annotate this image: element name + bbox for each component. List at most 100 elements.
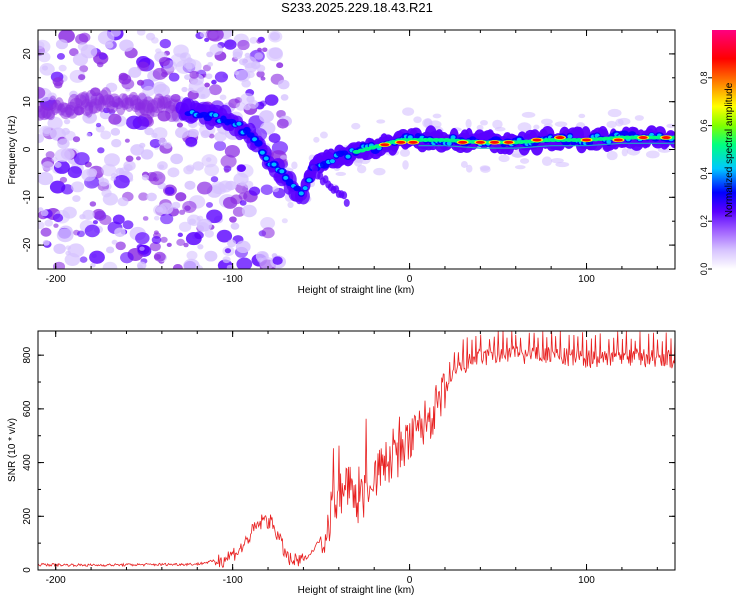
spectrogram-noise-blob — [42, 126, 52, 135]
spectrogram-noise-blob — [159, 38, 171, 49]
spectrogram-noise-blob — [148, 171, 166, 186]
spectrogram-x-tick-label: 100 — [578, 274, 595, 285]
spectrogram-noise-blob — [141, 174, 150, 181]
spectrogram-noise-blob — [187, 214, 201, 226]
spectrogram-noise-blob — [53, 243, 66, 255]
spectrogram-noise-blob — [261, 227, 275, 239]
spectrogram-noise-blob — [248, 186, 261, 196]
spectrogram-noise-blob — [554, 121, 568, 127]
spectrogram-noise-blob — [75, 33, 89, 45]
spectrogram-noise-blob — [101, 163, 117, 177]
spectrogram-noise-blob — [146, 192, 157, 202]
spectrogram-noise-blob — [99, 214, 112, 226]
spectrogram-noise-blob — [86, 132, 92, 137]
snr-y-tick-label: 800 — [22, 346, 33, 363]
spectrogram-noise-blob — [175, 192, 187, 202]
spectrogram-noise-blob — [155, 206, 164, 213]
spectrogram-noise-blob — [115, 167, 125, 175]
spectrogram-noise-blob — [52, 77, 64, 87]
spectrogram-noise-blob — [132, 116, 150, 130]
spectrogram-noise-blob — [199, 31, 208, 38]
spectrogram-noise-blob — [115, 241, 126, 251]
spectrogram-noise-blob — [57, 138, 70, 149]
spectrogram-ridge-blob — [271, 162, 277, 167]
spectrogram-noise-blob — [110, 127, 121, 136]
spectrogram-noise-blob — [224, 144, 240, 158]
spectrogram-noise-blob — [38, 86, 46, 99]
spectrogram-noise-blob — [164, 186, 175, 195]
spectrogram-ridge-blob — [343, 198, 350, 207]
spectrogram-noise-blob — [166, 242, 172, 248]
spectrogram-ridge-blob — [345, 154, 351, 159]
spectrogram-noise-blob — [40, 227, 52, 237]
spectrogram-noise-blob — [110, 176, 116, 181]
spectrogram-noise-blob — [241, 79, 251, 88]
snr-y-tick-label: 0 — [22, 567, 33, 573]
spectrogram-noise-blob — [634, 115, 644, 121]
spectrogram-noise-blob — [61, 184, 74, 195]
spectrogram-noise-blob — [276, 118, 289, 129]
spectrogram-noise-blob — [200, 130, 211, 139]
spectrogram-noise-blob — [72, 195, 81, 203]
spectrogram-noise-blob — [54, 148, 71, 163]
spectrogram-noise-blob — [606, 150, 618, 161]
spectrogram-noise-blob — [172, 264, 183, 269]
spectrogram-noise-blob — [373, 167, 386, 176]
spectrogram-noise-blob — [114, 227, 126, 238]
spectrogram-noise-blob — [460, 160, 468, 168]
spectrogram-noise-blob — [218, 180, 233, 193]
snr-x-tick-label: 100 — [578, 575, 595, 586]
spectrogram-noise-blob — [201, 73, 207, 78]
spectrogram-noise-blob — [226, 264, 234, 269]
spectrogram-noise-blob — [227, 239, 237, 248]
spectrogram-noise-blob — [351, 122, 361, 130]
spectrogram-noise-blob — [70, 181, 85, 193]
spectrogram-noise-blob — [194, 231, 204, 240]
spectrogram-x-tick-label: -100 — [223, 274, 243, 285]
spectrogram-noise-blob — [514, 165, 526, 170]
spectrogram-y-ticks: -20 -10 0 10 20 — [22, 29, 675, 270]
spectrogram-noise-blob — [128, 67, 142, 78]
spectrogram-y-tick-label: 20 — [22, 48, 33, 60]
spectrogram-noise-blob — [183, 242, 189, 248]
spectrogram-noise-blob — [117, 197, 129, 207]
spectrogram-noise-blob — [257, 47, 263, 52]
spectrogram-ridge-blob — [606, 139, 612, 144]
spectrogram-ridge-blob — [341, 191, 348, 200]
spectrogram-ridge-blob — [293, 185, 302, 192]
colorbar-ticks: 0.0 0.2 0.4 0.6 0.8 — [699, 72, 712, 275]
spectrogram-noise-blob — [65, 245, 72, 250]
spectrogram-noise-blob — [84, 224, 100, 238]
spectrogram-noise-blob — [39, 62, 55, 76]
spectrogram-noise-blob — [320, 131, 328, 139]
spectrogram-ridge — [418, 142, 675, 149]
spectrogram-noise-blob — [239, 200, 247, 206]
spectrogram-noise-blob — [72, 136, 81, 143]
spectrogram-noise-blob — [45, 151, 55, 159]
spectrogram-noise-blob — [480, 119, 488, 126]
spectrogram-noise-blob — [268, 30, 283, 43]
spectrogram-noise-blob — [541, 156, 553, 167]
spectrogram-noise-blob — [204, 82, 210, 88]
spectrogram-noise-blob — [356, 164, 367, 174]
snr-x-ticks: -200 -100 0 100 — [46, 331, 658, 586]
spectrogram-noise-blob — [153, 81, 167, 93]
spectrogram-noise-blob — [204, 229, 214, 238]
spectrogram-noise-blob — [139, 142, 146, 149]
spectrogram-peak-blob — [582, 138, 592, 142]
spectrogram-noise-blob — [136, 30, 146, 36]
spectrogram-noise-blob — [179, 52, 191, 62]
spectrogram-noise-blob — [607, 108, 622, 118]
spectrogram-noise-blob — [183, 165, 194, 175]
spectrogram-noise-blob — [98, 52, 108, 60]
spectrogram-noise-blob — [517, 122, 532, 133]
spectrogram-noise-blob — [621, 148, 628, 157]
spectrogram-noise-blob — [149, 138, 161, 148]
spectrogram-peak-blob — [504, 140, 514, 144]
spectrogram-noise-blob — [645, 150, 660, 159]
spectrogram-noise-blob — [243, 104, 251, 111]
spectrogram-noise-blob — [220, 154, 237, 169]
spectrogram-noise-blob — [59, 176, 68, 184]
spectrogram-noise-blob — [205, 201, 214, 208]
